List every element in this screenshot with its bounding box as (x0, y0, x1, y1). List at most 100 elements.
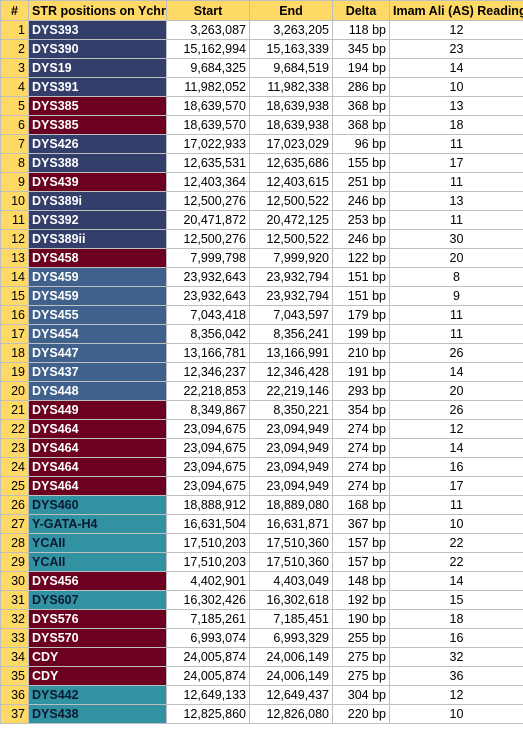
start-position-cell: 23,932,643 (166, 286, 250, 306)
end-position-cell: 23,094,949 (249, 476, 333, 496)
table-row: 31 DYS607 16,302,426 16,302,618 192 bp 15 (0, 590, 523, 610)
delta-cell: 151 bp (332, 286, 390, 306)
str-marker-cell: DYS607 (28, 590, 167, 610)
row-number-cell: 36 (0, 685, 29, 705)
reading-cell: 32 (389, 647, 523, 667)
table-row: 3 DYS19 9,684,325 9,684,519 194 bp 14 (0, 58, 523, 78)
delta-cell: 118 bp (332, 20, 390, 40)
row-number-cell: 11 (0, 210, 29, 230)
delta-cell: 151 bp (332, 267, 390, 287)
end-position-cell: 18,639,938 (249, 96, 333, 116)
row-number-cell: 30 (0, 571, 29, 591)
reading-cell: 22 (389, 552, 523, 572)
row-number-cell: 4 (0, 77, 29, 97)
reading-cell: 26 (389, 400, 523, 420)
row-number-cell: 37 (0, 704, 29, 724)
table-row: 32 DYS576 7,185,261 7,185,451 190 bp 18 (0, 609, 523, 629)
row-number-cell: 5 (0, 96, 29, 116)
end-position-cell: 11,982,338 (249, 77, 333, 97)
row-number-cell: 26 (0, 495, 29, 515)
table-row: 28 YCAII 17,510,203 17,510,360 157 bp 22 (0, 533, 523, 553)
end-position-cell: 12,649,437 (249, 685, 333, 705)
start-position-cell: 12,825,860 (166, 704, 250, 724)
end-position-cell: 18,889,080 (249, 495, 333, 515)
start-position-cell: 12,635,531 (166, 153, 250, 173)
delta-cell: 286 bp (332, 77, 390, 97)
start-position-cell: 12,403,364 (166, 172, 250, 192)
str-marker-cell: YCAII (28, 552, 167, 572)
row-number-cell: 14 (0, 267, 29, 287)
table-row: 25 DYS464 23,094,675 23,094,949 274 bp 17 (0, 476, 523, 496)
reading-cell: 11 (389, 134, 523, 154)
delta-cell: 199 bp (332, 324, 390, 344)
delta-cell: 275 bp (332, 647, 390, 667)
str-marker-cell: CDY (28, 647, 167, 667)
start-position-cell: 12,500,276 (166, 191, 250, 211)
str-marker-cell: DYS438 (28, 704, 167, 724)
end-position-cell: 16,302,618 (249, 590, 333, 610)
table-row: 29 YCAII 17,510,203 17,510,360 157 bp 22 (0, 552, 523, 572)
reading-cell: 10 (389, 704, 523, 724)
delta-cell: 155 bp (332, 153, 390, 173)
table-row: 18 DYS447 13,166,781 13,166,991 210 bp 26 (0, 343, 523, 363)
reading-cell: 14 (389, 571, 523, 591)
start-position-cell: 7,043,418 (166, 305, 250, 325)
row-number-cell: 9 (0, 172, 29, 192)
str-marker-cell: DYS439 (28, 172, 167, 192)
reading-cell: 14 (389, 58, 523, 78)
row-number-cell: 3 (0, 58, 29, 78)
delta-cell: 274 bp (332, 419, 390, 439)
str-marker-cell: DYS464 (28, 457, 167, 477)
reading-cell: 26 (389, 343, 523, 363)
row-number-cell: 20 (0, 381, 29, 401)
row-number-cell: 12 (0, 229, 29, 249)
delta-cell: 122 bp (332, 248, 390, 268)
end-position-cell: 3,263,205 (249, 20, 333, 40)
start-position-cell: 23,094,675 (166, 438, 250, 458)
reading-cell: 36 (389, 666, 523, 686)
end-position-cell: 8,356,241 (249, 324, 333, 344)
reading-cell: 11 (389, 172, 523, 192)
start-position-cell: 24,005,874 (166, 666, 250, 686)
end-position-cell: 17,510,360 (249, 533, 333, 553)
table-row: 7 DYS426 17,022,933 17,023,029 96 bp 11 (0, 134, 523, 154)
end-position-cell: 13,166,991 (249, 343, 333, 363)
reading-cell: 13 (389, 96, 523, 116)
column-header-end: End (249, 0, 333, 21)
str-marker-cell: DYS426 (28, 134, 167, 154)
start-position-cell: 15,162,994 (166, 39, 250, 59)
end-position-cell: 7,043,597 (249, 305, 333, 325)
table-row: 6 DYS385 18,639,570 18,639,938 368 bp 18 (0, 115, 523, 135)
reading-cell: 11 (389, 495, 523, 515)
reading-cell: 14 (389, 362, 523, 382)
table-row: 21 DYS449 8,349,867 8,350,221 354 bp 26 (0, 400, 523, 420)
reading-cell: 13 (389, 191, 523, 211)
start-position-cell: 12,649,133 (166, 685, 250, 705)
start-position-cell: 12,346,237 (166, 362, 250, 382)
column-header-reading: Imam Ali (AS) Reading (389, 0, 523, 21)
reading-cell: 20 (389, 248, 523, 268)
end-position-cell: 23,094,949 (249, 438, 333, 458)
end-position-cell: 7,185,451 (249, 609, 333, 629)
start-position-cell: 9,684,325 (166, 58, 250, 78)
row-number-cell: 31 (0, 590, 29, 610)
end-position-cell: 8,350,221 (249, 400, 333, 420)
reading-cell: 12 (389, 685, 523, 705)
str-marker-cell: DYS570 (28, 628, 167, 648)
delta-cell: 368 bp (332, 115, 390, 135)
start-position-cell: 18,639,570 (166, 115, 250, 135)
reading-cell: 14 (389, 438, 523, 458)
delta-cell: 148 bp (332, 571, 390, 591)
table-row: 14 DYS459 23,932,643 23,932,794 151 bp 8 (0, 267, 523, 287)
table-row: 33 DYS570 6,993,074 6,993,329 255 bp 16 (0, 628, 523, 648)
delta-cell: 246 bp (332, 191, 390, 211)
row-number-cell: 13 (0, 248, 29, 268)
start-position-cell: 16,302,426 (166, 590, 250, 610)
start-position-cell: 16,631,504 (166, 514, 250, 534)
table-row: 27 Y-GATA-H4 16,631,504 16,631,871 367 bp 10 (0, 514, 523, 534)
table-row: 13 DYS458 7,999,798 7,999,920 122 bp 20 (0, 248, 523, 268)
row-number-cell: 1 (0, 20, 29, 40)
row-number-cell: 28 (0, 533, 29, 553)
start-position-cell: 20,471,872 (166, 210, 250, 230)
start-position-cell: 11,982,052 (166, 77, 250, 97)
